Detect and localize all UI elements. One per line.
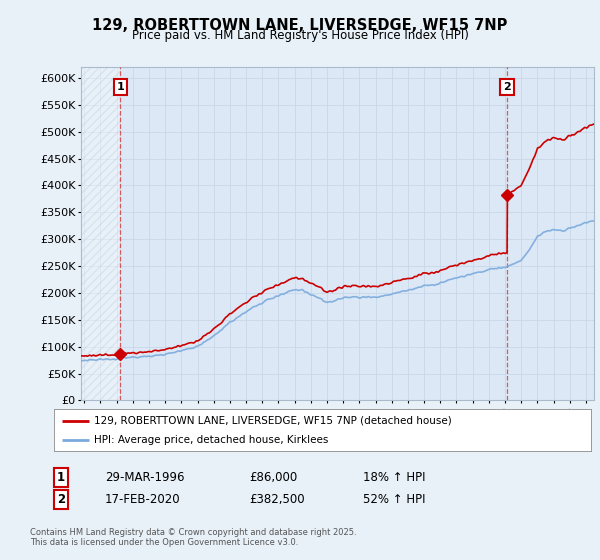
Bar [81,67,121,400]
Text: 18% ↑ HPI: 18% ↑ HPI [363,470,425,484]
Text: 1: 1 [116,82,124,92]
Text: 2: 2 [57,493,65,506]
Text: 129, ROBERTTOWN LANE, LIVERSEDGE, WF15 7NP: 129, ROBERTTOWN LANE, LIVERSEDGE, WF15 7… [92,18,508,32]
Text: 129, ROBERTTOWN LANE, LIVERSEDGE, WF15 7NP (detached house): 129, ROBERTTOWN LANE, LIVERSEDGE, WF15 7… [94,416,452,426]
Text: £382,500: £382,500 [249,493,305,506]
Text: 1: 1 [57,470,65,484]
Text: 17-FEB-2020: 17-FEB-2020 [105,493,181,506]
Text: £86,000: £86,000 [249,470,297,484]
Text: Contains HM Land Registry data © Crown copyright and database right 2025.
This d: Contains HM Land Registry data © Crown c… [30,528,356,547]
Text: HPI: Average price, detached house, Kirklees: HPI: Average price, detached house, Kirk… [94,435,329,445]
Text: 29-MAR-1996: 29-MAR-1996 [105,470,185,484]
Text: 2: 2 [503,82,511,92]
Text: 52% ↑ HPI: 52% ↑ HPI [363,493,425,506]
Text: Price paid vs. HM Land Registry's House Price Index (HPI): Price paid vs. HM Land Registry's House … [131,29,469,42]
